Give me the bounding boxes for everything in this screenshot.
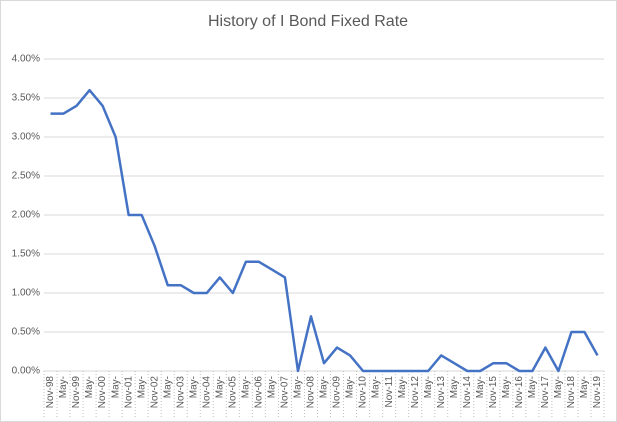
x-tick-label: Nov-13 [436, 376, 447, 409]
x-tick-label: May- [267, 376, 278, 398]
x-tick-label: May- [162, 376, 173, 398]
x-tick-label: Nov-98 [45, 376, 56, 409]
x-tick-label: Nov-06 [254, 376, 265, 409]
x-tick-label: Nov-04 [201, 376, 212, 409]
x-tick-label: Nov-15 [488, 376, 499, 409]
y-tick-label: 4.00% [12, 54, 40, 65]
x-tick-label: Nov-18 [566, 376, 577, 409]
y-tick-label: 0.50% [12, 327, 40, 338]
x-tick-label: Nov-00 [97, 376, 108, 409]
x-tick-label: Nov-16 [514, 376, 525, 409]
x-tick-label: May- [214, 376, 225, 398]
x-tick-label: May- [397, 376, 408, 398]
x-tick-label: Nov-01 [123, 376, 134, 409]
x-tick-label: May- [293, 376, 304, 398]
x-tick-label: May- [84, 376, 95, 398]
x-tick-label: May- [136, 376, 147, 398]
y-tick-label: 2.50% [12, 171, 40, 182]
x-tick-label: Nov-12 [410, 376, 421, 409]
x-tick-label: May- [241, 376, 252, 398]
x-tick-label: Nov-07 [280, 376, 291, 409]
data-line [50, 88, 599, 373]
x-tick-label: May- [371, 376, 382, 398]
y-tick-label: 0.00% [12, 366, 40, 377]
x-tick-label: Nov-08 [306, 376, 317, 409]
x-tick-label: Nov-10 [358, 376, 369, 409]
chart-title: History of I Bond Fixed Rate [208, 13, 408, 30]
x-tick-label: Nov-19 [592, 376, 603, 409]
y-tick-label: 1.00% [12, 288, 40, 299]
x-tick-label: May- [579, 376, 590, 398]
x-tick-label: May- [475, 376, 486, 398]
x-tick-label: May- [110, 376, 121, 398]
x-tick-label: Nov-14 [462, 376, 473, 409]
y-tick-label: 1.50% [12, 249, 40, 260]
y-tick-label: 3.00% [12, 132, 40, 143]
x-tick-label: May- [319, 376, 330, 398]
x-tick-label: Nov-02 [149, 376, 160, 409]
x-tick-label: May- [345, 376, 356, 398]
x-tick-label: Nov-17 [540, 376, 551, 409]
x-tick-label: Nov-05 [227, 376, 238, 409]
x-tick-label: May- [423, 376, 434, 398]
y-tick-label: 2.00% [12, 210, 40, 221]
x-tick-label: Nov-99 [71, 376, 82, 409]
x-tick-label: May- [58, 376, 69, 398]
y-tick-label: 3.50% [12, 93, 40, 104]
x-tick-label: May- [553, 376, 564, 398]
x-tick-label: Nov-11 [384, 376, 395, 408]
x-tick-label: May- [501, 376, 512, 398]
x-tick-label: Nov-09 [332, 376, 343, 409]
x-tick-label: May- [449, 376, 460, 398]
x-tick-label: Nov-03 [175, 376, 186, 409]
x-tick-label: May- [527, 376, 538, 398]
x-tick-label: May- [188, 376, 199, 398]
